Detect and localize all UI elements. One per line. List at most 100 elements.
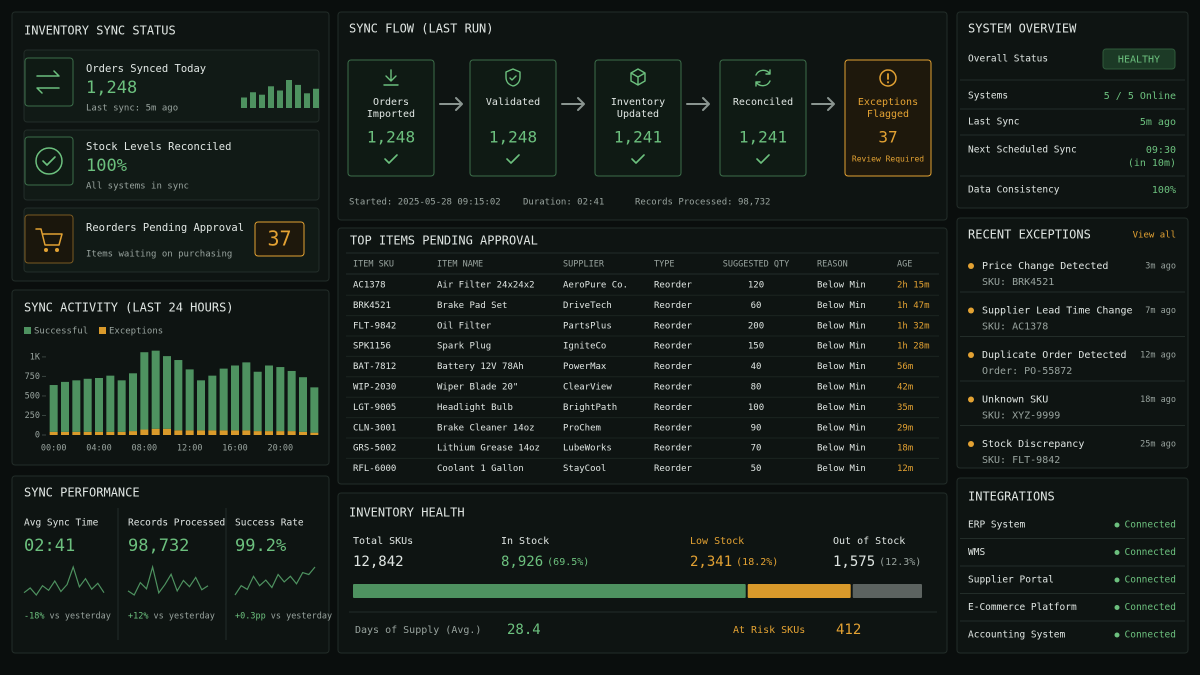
- metric-comparison: vs yesterday: [153, 612, 214, 622]
- panel-title: TOP ITEMS PENDING APPROVAL: [350, 234, 538, 248]
- bar-segment: [49, 385, 58, 432]
- bar-segment: [197, 380, 205, 431]
- overview-label: Data Consistency: [968, 185, 1060, 196]
- panel: [956, 217, 1189, 469]
- status-badge: [1102, 48, 1176, 70]
- run-records: Records Processed: 98,732: [635, 198, 770, 208]
- x-tick-label: 08:00: [132, 444, 158, 454]
- table-cell: Reorder: [654, 464, 693, 474]
- table-cell: Below Min: [817, 342, 866, 352]
- exception-dot: [968, 263, 974, 269]
- bar-segment: [106, 375, 115, 432]
- exception-detail: SKU: AC1378: [982, 322, 1048, 333]
- bar-segment: [163, 428, 171, 435]
- integration-status: Connected: [1125, 630, 1176, 641]
- card-label: Stock Levels Reconciled: [86, 141, 231, 153]
- step-value: 1,248: [489, 128, 537, 147]
- bar-segment: [299, 431, 307, 435]
- y-tick-label: 250: [25, 411, 40, 421]
- table-cell: AC1378: [353, 281, 386, 291]
- exception-detail: Order: PO-55872: [982, 366, 1072, 377]
- bar-segment: [95, 431, 103, 435]
- bar-segment: [151, 428, 160, 435]
- table-cell: 200: [748, 321, 764, 331]
- exception-title: Duplicate Order Detected: [982, 350, 1127, 361]
- icon-box: [24, 57, 74, 107]
- bar-segment: [310, 432, 319, 435]
- panel-title: SYNC FLOW (LAST RUN): [349, 22, 494, 36]
- health-share: (18.2%): [736, 557, 778, 568]
- table-cell: 1h 28m: [897, 342, 930, 352]
- table-cell: 18m: [897, 444, 913, 454]
- step-label: Updated: [617, 109, 659, 120]
- table-cell: Reorder: [654, 444, 693, 454]
- step-label: Orders: [373, 97, 409, 108]
- metric-label: Success Rate: [235, 518, 304, 529]
- exception-title: Price Change Detected: [982, 261, 1108, 272]
- bar-segment: [185, 369, 194, 431]
- x-tick-label: 00:00: [41, 444, 67, 454]
- metric-value: 98,732: [128, 536, 189, 556]
- table-cell: Below Min: [817, 403, 866, 413]
- table-cell: GRS-5002: [353, 444, 396, 454]
- table-cell: AeroPure Co.: [563, 281, 628, 291]
- status-dot: [1114, 605, 1120, 610]
- metric-comparison: vs yesterday: [49, 612, 110, 622]
- integration-name: E-Commerce Platform: [968, 602, 1077, 613]
- sparkline: [234, 566, 316, 596]
- flow-arrow: [686, 97, 710, 111]
- run-started: Started: 2025-05-28 09:15:02: [349, 198, 501, 208]
- card-label: Reorders Pending Approval: [86, 222, 244, 234]
- table-cell: 12m: [897, 464, 913, 474]
- bar-segment: [287, 370, 296, 432]
- flow-step: [719, 59, 807, 177]
- table-cell: DriveTech: [563, 301, 612, 311]
- table-cell: 60: [751, 301, 762, 311]
- panel: [11, 475, 330, 654]
- trend-bar: [277, 90, 283, 108]
- health-bar-segment: [353, 584, 746, 598]
- table-cell: Oil Filter: [437, 321, 492, 331]
- panel-title: SYNC PERFORMANCE: [24, 486, 140, 500]
- table-cell: Wiper Blade 20": [437, 383, 518, 393]
- bar-segment: [174, 360, 183, 431]
- bar-segment: [265, 365, 273, 432]
- table-cell: PowerMax: [563, 362, 607, 372]
- bar-segment: [219, 368, 228, 431]
- flow-arrow: [439, 97, 463, 111]
- step-value: 37: [878, 128, 897, 147]
- status-dot: [1114, 550, 1120, 555]
- table-cell: Below Min: [817, 281, 866, 291]
- bar-segment: [129, 431, 137, 435]
- card-note: Items waiting on purchasing: [86, 250, 232, 260]
- exception-title: Unknown SKU: [982, 395, 1048, 406]
- column-header: ITEM SKU: [353, 260, 394, 270]
- metric-change: +12%: [128, 612, 148, 622]
- table-cell: Below Min: [817, 321, 866, 331]
- step-label: Inventory: [611, 97, 665, 108]
- exception-time: 12m ago: [1140, 351, 1176, 361]
- bar-segment: [129, 373, 137, 432]
- exception-title: Stock Discrepancy: [982, 439, 1084, 450]
- bar-segment: [231, 365, 239, 431]
- sync-icon: [36, 70, 60, 94]
- table-cell: Below Min: [817, 444, 866, 454]
- exception-detail: SKU: FLT-9842: [982, 455, 1060, 466]
- overview-value: 09:30: [1146, 145, 1176, 156]
- integration-status: Connected: [1125, 575, 1176, 586]
- health-label: Low Stock: [690, 536, 744, 547]
- table-cell: 1h 47m: [897, 301, 930, 311]
- check-icon: [42, 156, 56, 166]
- bar-segment: [72, 380, 81, 432]
- metric-label: Records Processed: [128, 518, 225, 529]
- cart-wheel: [44, 248, 48, 252]
- bar-segment: [208, 375, 217, 431]
- trend-bar: [304, 93, 310, 108]
- table-cell: 42m: [897, 383, 913, 393]
- flow-step: [469, 59, 557, 177]
- table-cell: 35m: [897, 403, 913, 413]
- overview-label: Systems: [968, 91, 1008, 102]
- bar-segment: [197, 430, 205, 435]
- icon-box: [24, 136, 74, 186]
- bar-segment: [83, 378, 92, 432]
